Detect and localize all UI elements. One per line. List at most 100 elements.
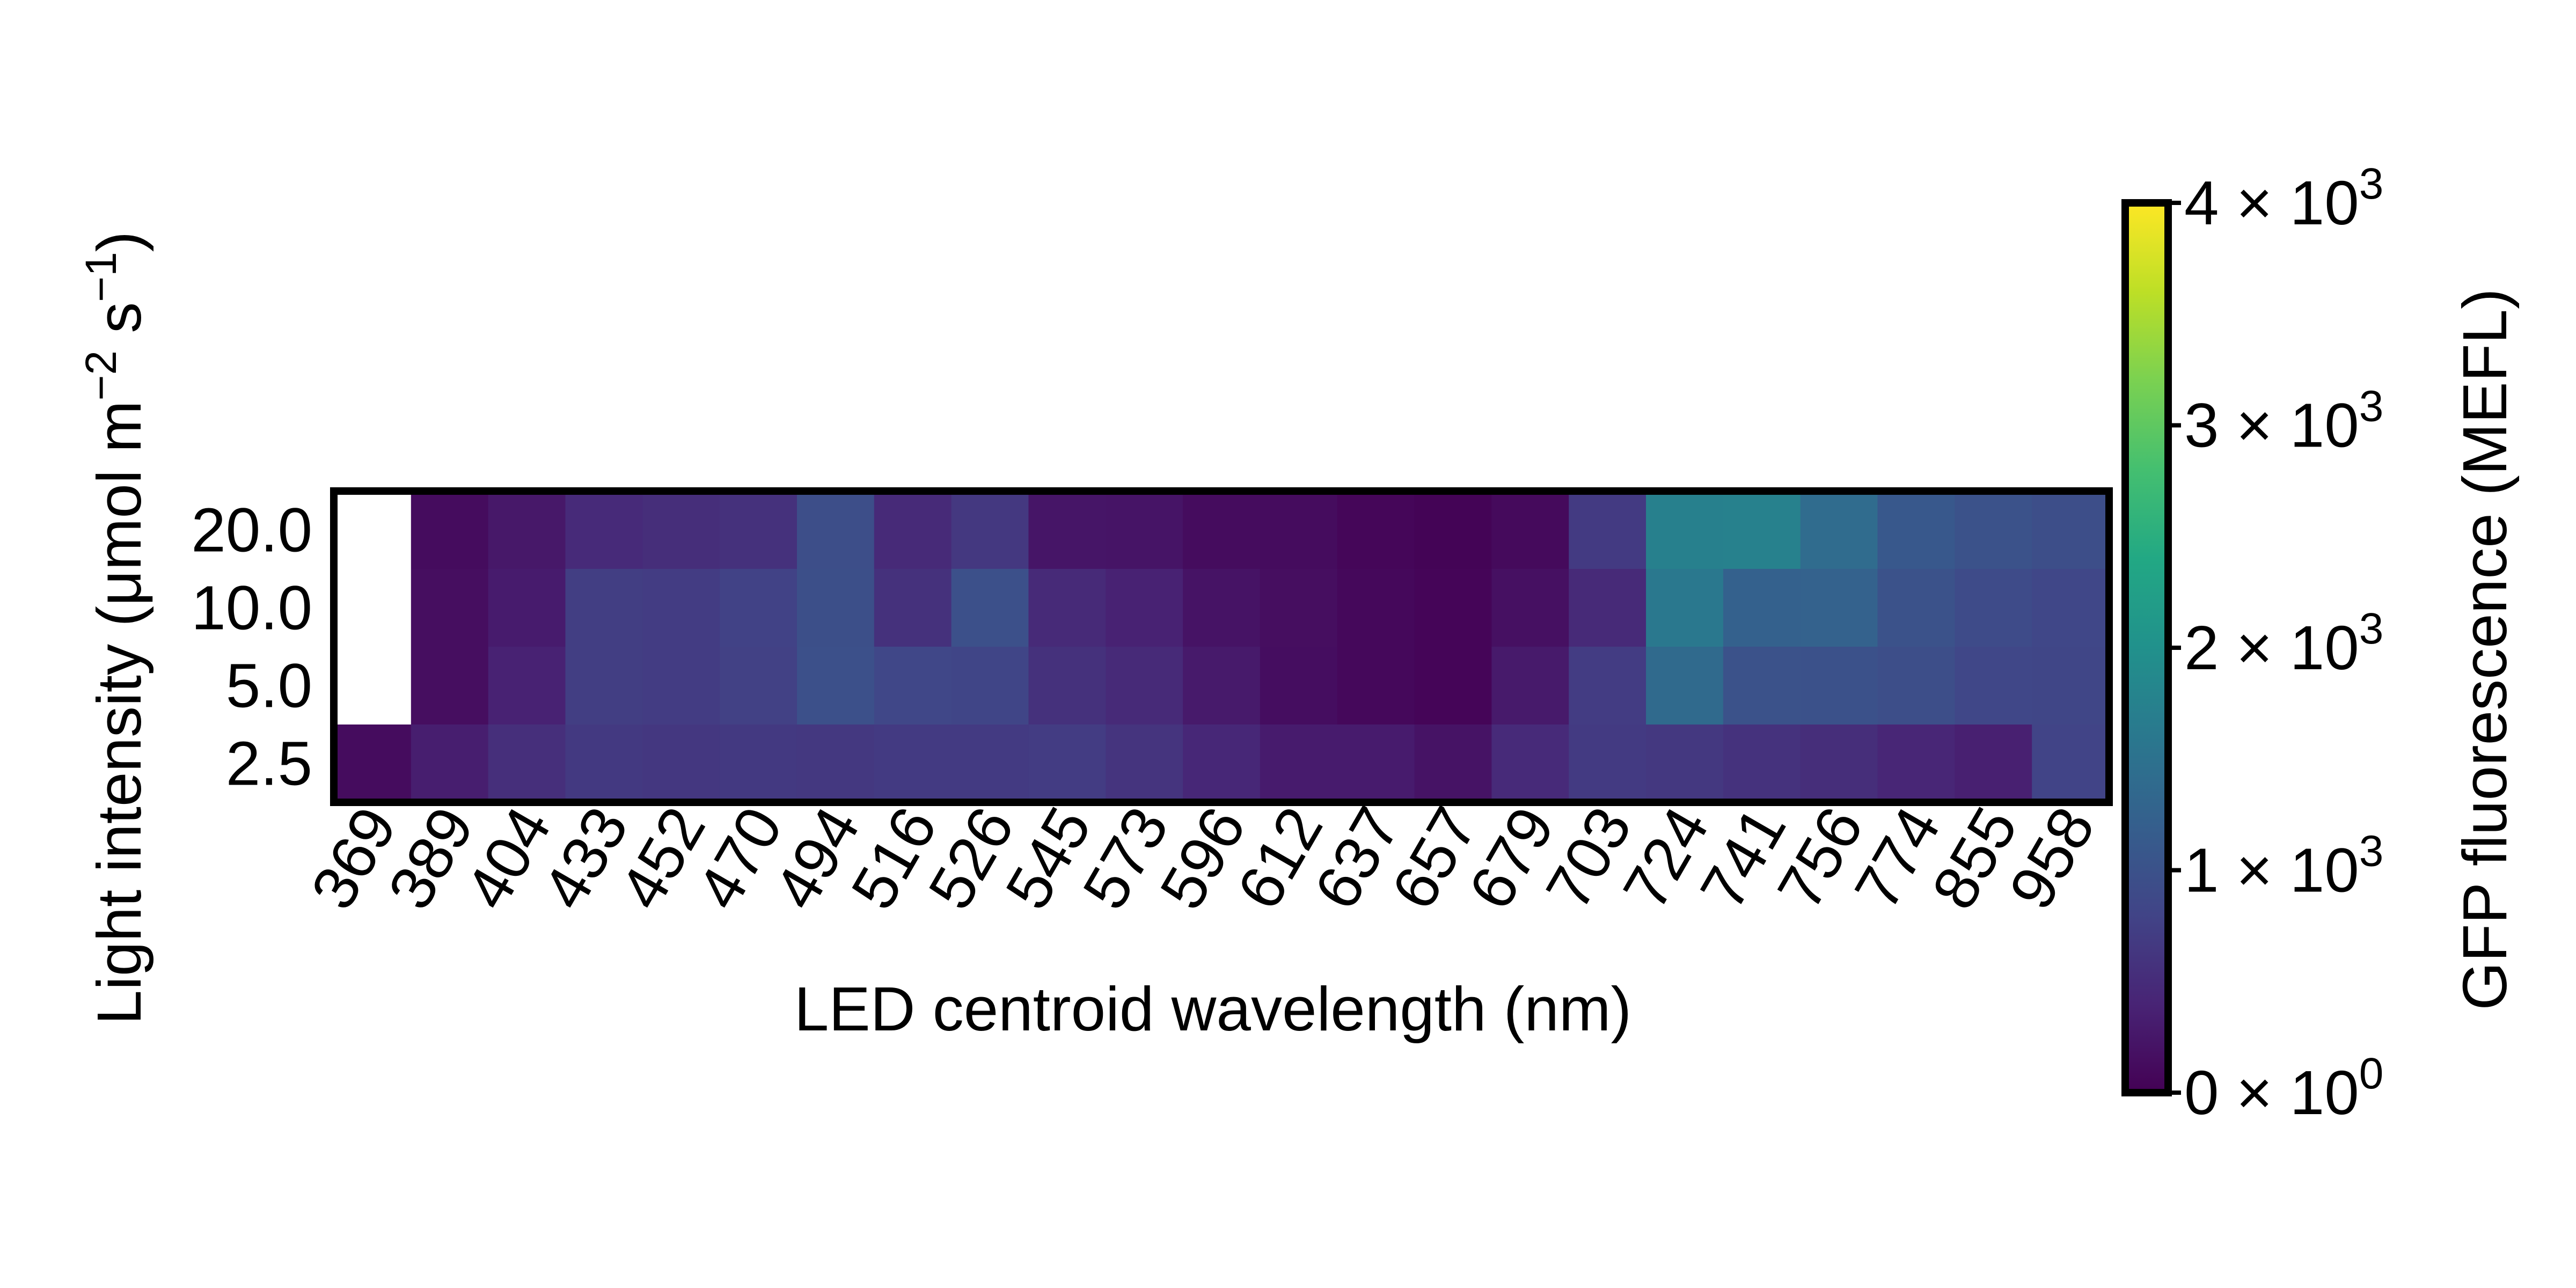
heatmap-cell (1491, 724, 1570, 803)
heatmap-cell (951, 491, 1029, 569)
heatmap-cell (1414, 491, 1492, 569)
heatmap-cell (488, 569, 566, 647)
heatmap-cell (1877, 724, 1956, 803)
heatmap-cell (488, 724, 566, 803)
heatmap-cell (1491, 491, 1570, 569)
heatmap-cell (1337, 724, 1415, 803)
heatmap-cell (1106, 724, 1183, 803)
heatmap-cell (874, 724, 952, 803)
heatmap-cell (1800, 569, 1878, 647)
heatmap-cell (1337, 491, 1415, 569)
heatmap-cell (2032, 569, 2110, 647)
heatmap-cell (1723, 724, 1801, 803)
heatmap-cell (1877, 647, 1956, 725)
heatmap-cell (720, 569, 797, 647)
heatmap-cell (1800, 724, 1878, 803)
heatmap-cell (1028, 491, 1107, 569)
heatmap-cell (1646, 647, 1724, 725)
heatmap-cell (1106, 569, 1183, 647)
heatmap-cell (796, 491, 875, 569)
heatmap-cell (1260, 724, 1338, 803)
colorbar-tick-label: 4 × 103 (2184, 159, 2383, 238)
heatmap-cell (1260, 491, 1338, 569)
heatmap-cell (1028, 724, 1107, 803)
heatmap-cell (874, 491, 952, 569)
heatmap-cell (1646, 724, 1724, 803)
heatmap-cell (1414, 647, 1492, 725)
heatmap-cell (874, 569, 952, 647)
heatmap-cell (951, 569, 1029, 647)
heatmap-cell (1106, 647, 1183, 725)
heatmap-cell (1955, 724, 2032, 803)
colorbar (2121, 199, 2172, 1096)
heatmap-cell (642, 569, 720, 647)
heatmap-cell (334, 724, 412, 803)
heatmap-cell (642, 647, 720, 725)
heatmap-cell (1337, 569, 1415, 647)
heatmap-cell (565, 647, 643, 725)
y-tick-label: 20.0 (191, 495, 312, 565)
heatmap-cell (796, 647, 875, 725)
x-tick-labels: 3693894044334524704945165265455735966126… (297, 796, 2108, 921)
heatmap-cell (411, 647, 489, 725)
heatmap-cell (1491, 569, 1570, 647)
heatmap-cell (1723, 491, 1801, 569)
heatmap-cell (334, 647, 412, 725)
heatmap-cell (1260, 647, 1338, 725)
heatmap-cell (1877, 491, 1956, 569)
heatmap-cell (488, 491, 566, 569)
heatmap-cell (1646, 569, 1724, 647)
colorbar-tick-label: 2 × 103 (2184, 604, 2383, 683)
heatmap-cell (951, 724, 1029, 803)
heatmap-cell (1028, 569, 1107, 647)
heatmap-cell (334, 569, 412, 647)
heatmap-cell (565, 724, 643, 803)
colorbar-label: GFP fluorescence (MEFL) (2450, 288, 2520, 1010)
heatmap-cell (565, 569, 643, 647)
heatmap-cell (1955, 491, 2032, 569)
y-tick-labels: 20.0 10.0 5.0 2.5 (191, 495, 312, 799)
plot-frame (330, 487, 2113, 806)
heatmap-cell (334, 491, 412, 569)
heatmap-cell (1723, 647, 1801, 725)
heatmap-cell (720, 724, 797, 803)
heatmap-cell (874, 647, 952, 725)
heatmap-cell (1723, 569, 1801, 647)
colorbar-ticks: 0 × 100 1 × 103 2 × 103 3 × 103 4 × 103 (2168, 159, 2383, 1128)
heatmap-cell (1877, 569, 1956, 647)
heatmap-cell (1491, 647, 1570, 725)
y-axis-label: Light intensity (μmol m−2 s−1) (77, 231, 154, 1025)
heatmap-cell (565, 491, 643, 569)
heatmap-cell (1569, 491, 1646, 569)
colorbar-tick-label: 3 × 103 (2184, 382, 2383, 460)
y-tick-label: 2.5 (226, 729, 312, 799)
heatmap-cell (411, 491, 489, 569)
heatmap-cell (488, 647, 566, 725)
heatmap-cell (1183, 724, 1261, 803)
heatmap-cell (1955, 647, 2032, 725)
heatmap-cell (1183, 647, 1261, 725)
heatmap-cell (2032, 647, 2110, 725)
x-axis-label: LED centroid wavelength (nm) (794, 974, 1631, 1044)
heatmap-cell (1646, 491, 1724, 569)
x-tick-label: 958 (1995, 796, 2107, 921)
heatmap-cell (411, 569, 489, 647)
colorbar-tick-label: 1 × 103 (2184, 827, 2383, 905)
heatmap-cell (1569, 569, 1646, 647)
heatmap-cell (796, 569, 875, 647)
heatmap-cell (1183, 569, 1261, 647)
heatmap-cell (720, 647, 797, 725)
heatmap-cell (642, 724, 720, 803)
heatmap-cell (1955, 569, 2032, 647)
heatmap-cell (796, 724, 875, 803)
heatmap-cell (951, 647, 1029, 725)
heatmap-cell (1106, 491, 1183, 569)
heatmap-cells (334, 491, 2110, 803)
heatmap-cell (642, 491, 720, 569)
heatmap-cell (720, 491, 797, 569)
y-tick-label: 10.0 (191, 573, 312, 643)
heatmap-cell (1800, 647, 1878, 725)
heatmap-cell (2032, 491, 2110, 569)
heatmap-cell (1569, 724, 1646, 803)
